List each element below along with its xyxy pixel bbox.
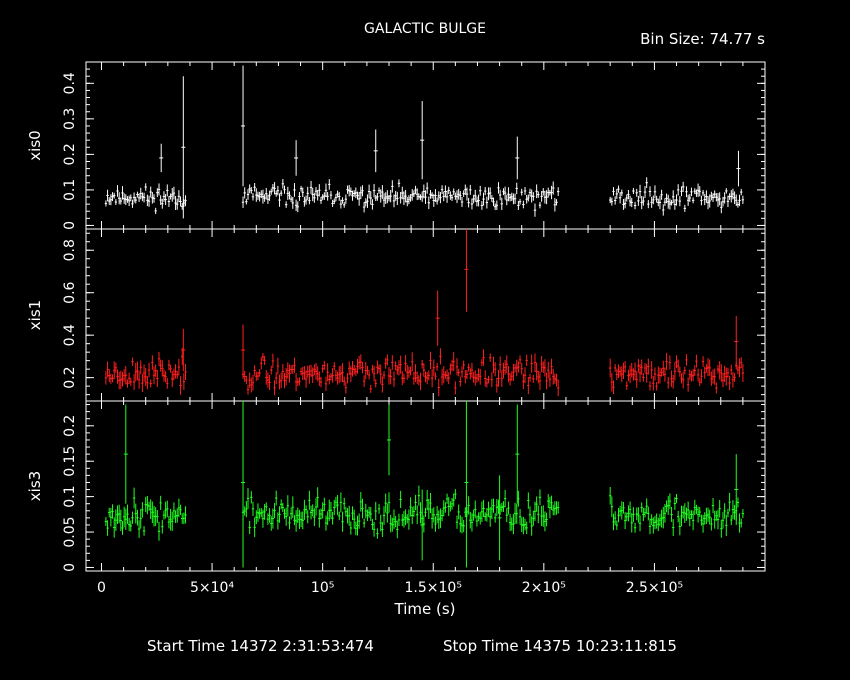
y-tick-label: 0 — [62, 221, 78, 230]
y-tick-label: 0.4 — [62, 72, 78, 94]
stop-time-label: Stop Time 14375 10:23:11:815 — [443, 637, 677, 655]
y-tick-label: 0.6 — [62, 281, 78, 303]
x-tick-label: 2.5×10⁵ — [626, 580, 683, 596]
x-tick-label: 10⁵ — [311, 580, 334, 596]
y-tick-label: 0.2 — [62, 367, 78, 389]
chart-title: GALACTIC BULGE — [364, 21, 486, 37]
panels-layer: 0 0.1 0.2 0.3 0.4 xis0 0.2 0.4 0.6 0.8 xis1 0 0.05 0.… — [26, 61, 766, 596]
y-tick-label: 0.3 — [62, 108, 78, 130]
y-tick-label: 0.2 — [62, 143, 78, 165]
y-tick-label: 0.2 — [62, 415, 78, 437]
y-tick-label: 0.05 — [62, 516, 78, 547]
panel-xis3: 0 0.05 0.1 0.15 0.2 xis3 — [26, 400, 766, 572]
panel-frame — [85, 400, 766, 572]
y-axis-label: xis0 — [26, 130, 44, 160]
y-tick-label: 0.1 — [62, 179, 78, 201]
series-xis1 — [104, 229, 745, 397]
y-axis-label: xis3 — [26, 471, 44, 501]
x-tick-label: 5×10⁴ — [190, 580, 234, 596]
panel-xis1: 0.2 0.4 0.6 0.8 xis1 — [26, 228, 766, 402]
series-xis3 — [104, 401, 745, 568]
y-tick-label: 0.15 — [62, 446, 78, 477]
y-tick-label: 0.1 — [62, 485, 78, 507]
panel-xis0: 0 0.1 0.2 0.3 0.4 xis0 — [26, 61, 766, 230]
y-tick-label: 0.4 — [62, 324, 78, 346]
x-axis-label: Time (s) — [394, 600, 456, 618]
x-tick-label: 1.5×10⁵ — [405, 580, 462, 596]
y-tick-label: 0.8 — [62, 239, 78, 261]
start-time-label: Start Time 14372 2:31:53:474 — [147, 637, 374, 655]
y-axis-label: xis1 — [26, 300, 44, 330]
x-tick-label: 2×10⁵ — [522, 580, 566, 596]
bin-size-label: Bin Size: 74.77 s — [640, 30, 765, 48]
x-tick-label: 0 — [97, 580, 106, 596]
y-tick-label: 0 — [62, 563, 78, 572]
panel-frame — [85, 61, 766, 230]
series-xis0 — [104, 65, 745, 219]
